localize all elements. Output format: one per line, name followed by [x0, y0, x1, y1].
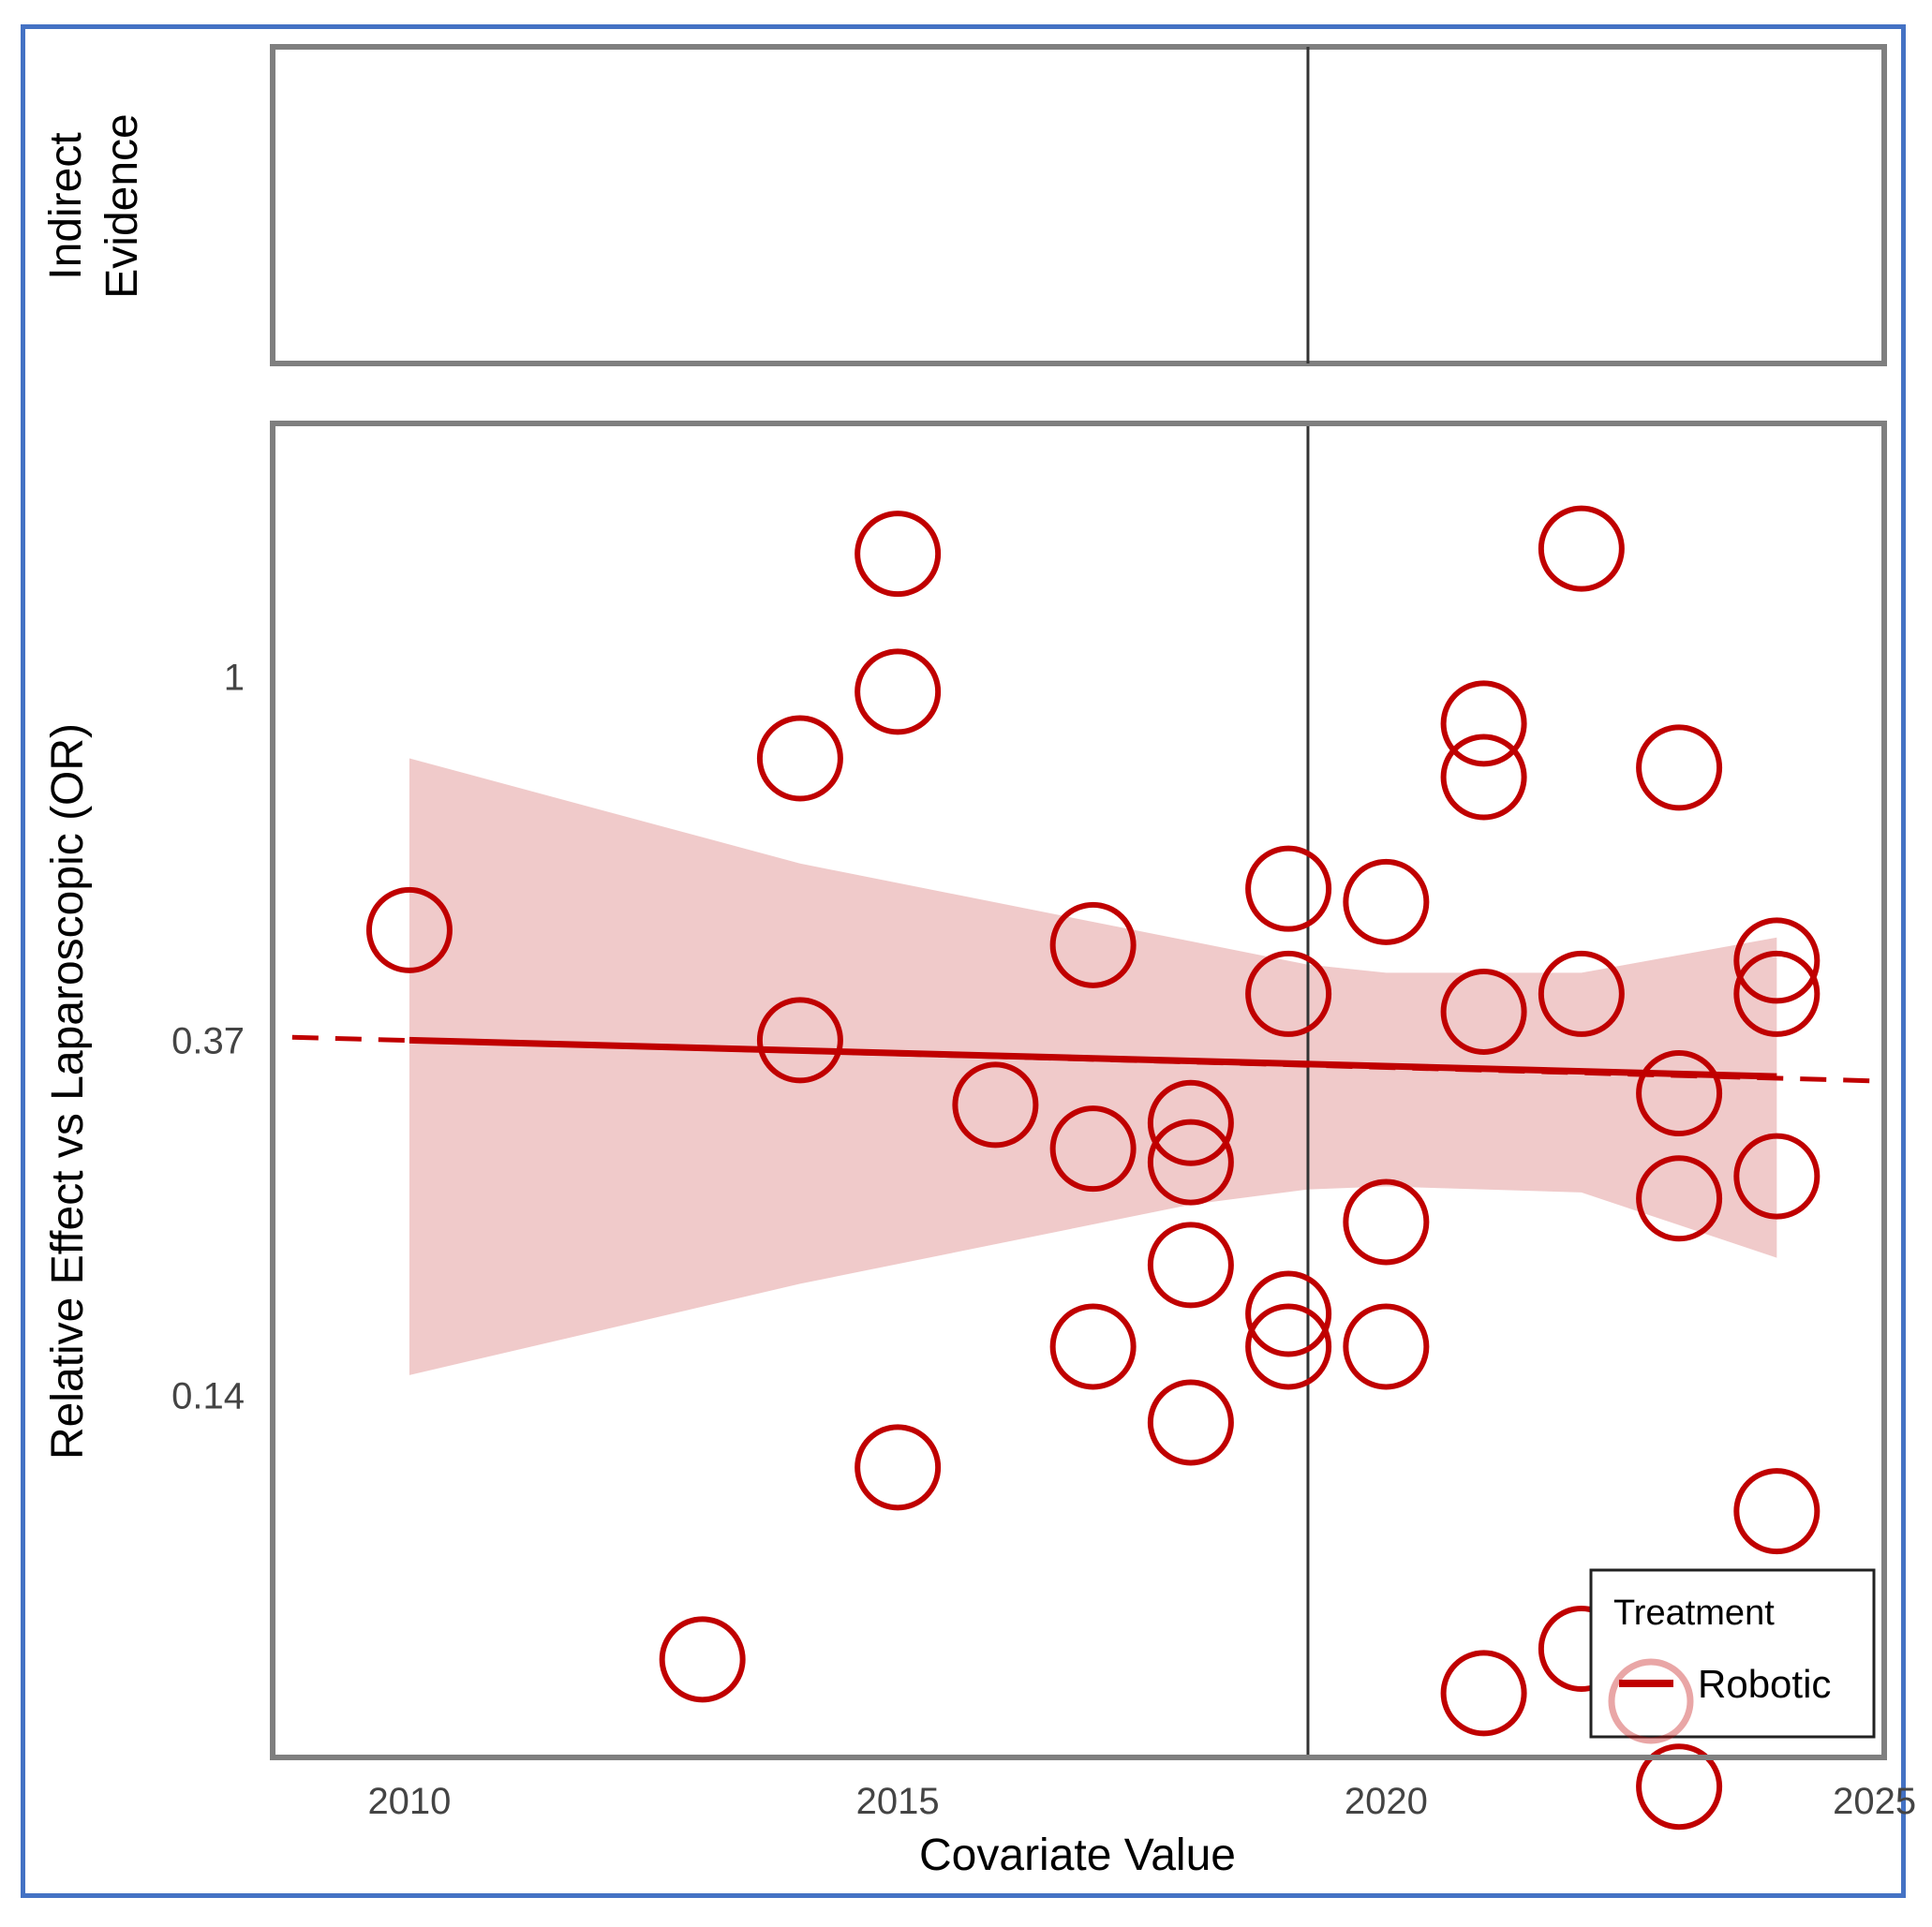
data-point	[1245, 845, 1332, 932]
data-point	[1147, 1222, 1234, 1309]
data-point	[1636, 724, 1723, 811]
data-point	[1440, 680, 1527, 767]
confidence-band	[409, 758, 1777, 1375]
data-point	[1636, 1155, 1723, 1242]
y-axis-label: Relative Effect vs Laparoscopic (OR)	[43, 723, 93, 1460]
data-point	[1538, 950, 1625, 1037]
x-tick-label: 2010	[367, 1781, 451, 1822]
data-point	[659, 1616, 746, 1703]
x-tick-label: 2025	[1833, 1781, 1916, 1822]
legend-box	[1589, 1568, 1876, 1739]
y-tick-label: 0.14	[171, 1376, 245, 1417]
regression-line	[409, 1036, 1777, 1080]
data-point	[1245, 950, 1332, 1037]
data-point	[1636, 1743, 1723, 1831]
data-point	[1245, 1303, 1332, 1390]
data-point	[1245, 1270, 1332, 1357]
data-point	[756, 715, 843, 802]
data-point	[1636, 1050, 1723, 1137]
legend-marker-circle	[1608, 1658, 1694, 1744]
data-point	[1733, 1133, 1821, 1220]
legend: Treatment Robotic	[1589, 1568, 1876, 1744]
data-point	[1733, 950, 1821, 1037]
legend-title: Treatment	[1613, 1593, 1775, 1633]
data-point	[1343, 1303, 1430, 1390]
main-plot-panel	[270, 421, 1887, 1760]
indirect-evidence-panel	[270, 44, 1887, 366]
data-point	[1538, 505, 1625, 592]
x-tick-label: 2020	[1345, 1781, 1428, 1822]
data-point	[855, 511, 942, 598]
data-point	[1147, 1379, 1234, 1466]
data-point	[1733, 1468, 1821, 1555]
data-point	[855, 648, 942, 735]
data-point	[1147, 1119, 1234, 1206]
data-point	[1733, 917, 1821, 1004]
data-point	[1440, 968, 1527, 1055]
x-axis-label: Covariate Value	[919, 1831, 1236, 1880]
data-point	[1049, 1105, 1137, 1193]
x-tick-label: 2015	[856, 1781, 940, 1822]
data-point	[1440, 734, 1527, 821]
data-point	[1147, 1079, 1234, 1166]
data-point	[1343, 858, 1430, 945]
data-point	[1343, 1178, 1430, 1266]
data-point	[952, 1061, 1039, 1149]
y-tick-label: 1	[224, 657, 245, 698]
data-point	[1440, 1650, 1527, 1737]
y-tick-label: 0.37	[171, 1020, 245, 1061]
data-point	[756, 997, 843, 1084]
top-panel-label-line-2: Evidence	[97, 113, 147, 298]
data-point	[1049, 1303, 1137, 1390]
data-point	[1049, 901, 1137, 988]
top-panel-label-line-1: Indirect	[41, 132, 91, 279]
data-point	[365, 886, 453, 973]
legend-entry-robotic: Robotic	[1698, 1662, 1831, 1706]
data-point	[855, 1424, 942, 1511]
